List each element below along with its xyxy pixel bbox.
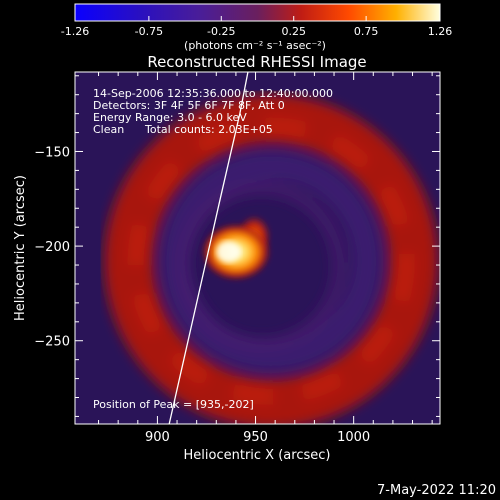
colorbar-gradient	[74, 3, 441, 22]
colorbar-tick-label: -0.75	[135, 25, 163, 38]
info-energy-range: Energy Range: 3.0 - 6.0 keV	[93, 111, 247, 124]
x-tick-label: 950	[243, 430, 268, 445]
chart-title: Reconstructed RHESSI Image	[147, 53, 366, 71]
plot-frame	[74, 71, 441, 425]
ring-inner-haze	[175, 180, 347, 352]
emission-ring	[104, 94, 438, 424]
plot-image	[75, 72, 440, 424]
info-time-range: 14-Sep-2006 12:35:36.000 to 12:40:00.000	[93, 87, 333, 100]
x-tick-label: 900	[145, 430, 170, 445]
colorbar-tick-label: 0.25	[281, 25, 306, 38]
footer-date: 7-May-2022 11:20	[377, 483, 496, 498]
colorbar-tick-label: 0.75	[354, 25, 379, 38]
x-axis-ticks: 900 950 1000	[98, 72, 433, 445]
x-tick-label: 1000	[337, 430, 370, 445]
y-tick-label: −150	[34, 145, 70, 160]
y-axis-label: Heliocentric Y (arcsec)	[13, 175, 28, 321]
ring-inner-dark	[160, 150, 382, 372]
colorbar-ticks: -1.26 -0.75 -0.25 0.25 0.75 1.26	[61, 16, 452, 38]
info-total-counts: Total counts: 2.03E+05	[144, 123, 273, 136]
x-axis-label: Heliocentric X (arcsec)	[184, 448, 331, 463]
colorbar-tick-label: -0.25	[207, 25, 235, 38]
colorbar-tick-label: 1.26	[428, 25, 453, 38]
colorbar-unit-label: (photons cm⁻² s⁻¹ asec⁻²)	[184, 39, 326, 52]
colorbar: -1.26 -0.75 -0.25 0.25 0.75 1.26 (photons cm⁻…	[61, 3, 452, 52]
emission-source	[202, 215, 271, 280]
info-peak-position: Position of Peak = [935,-202]	[93, 398, 254, 411]
peak-core	[216, 240, 241, 263]
colorbar-tick-label: -1.26	[61, 25, 89, 38]
ring-band-bright	[127, 117, 415, 405]
info-algorithm: Clean	[93, 123, 124, 136]
info-detectors: Detectors: 3F 4F 5F 6F 7F 8F, Att 0	[93, 99, 285, 112]
solar-limb-line	[168, 72, 249, 424]
y-tick-label: −250	[34, 335, 70, 350]
y-axis-ticks: −150 −200 −250	[34, 75, 440, 417]
info-block: 14-Sep-2006 12:35:36.000 to 12:40:00.000…	[93, 87, 333, 411]
y-tick-label: −200	[34, 240, 70, 255]
